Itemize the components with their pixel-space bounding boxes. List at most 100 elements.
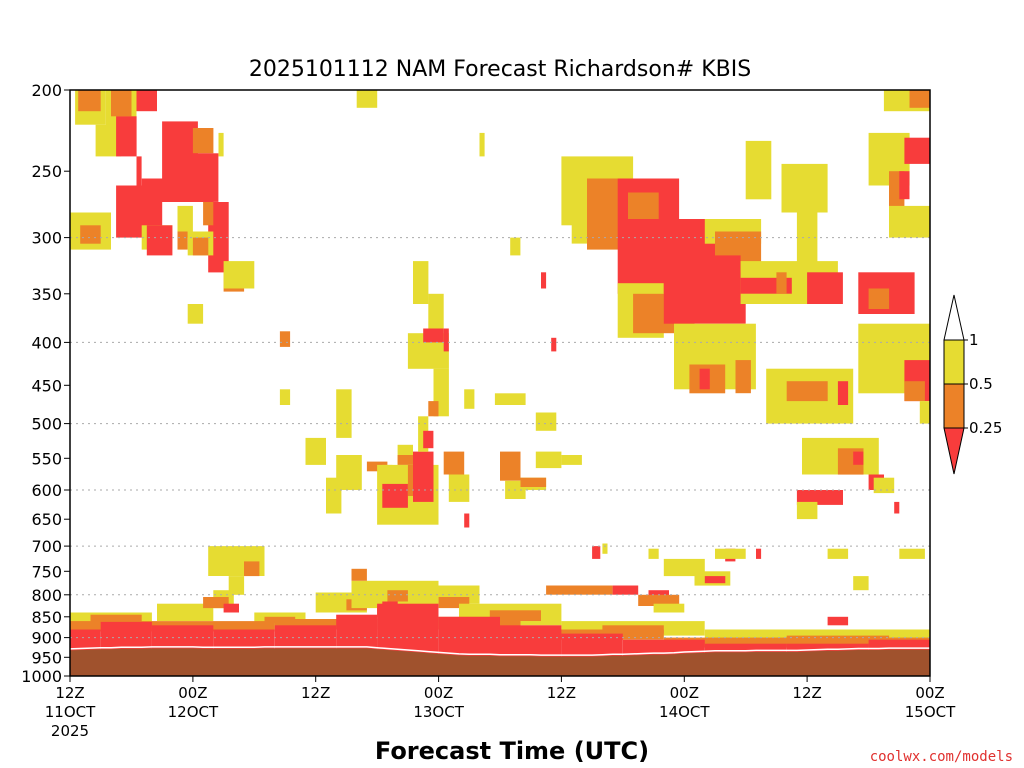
colorbar-legend: 1 0.5 0.25	[943, 294, 1002, 475]
ri-region-high-38	[413, 261, 429, 304]
y-tick-label-400: 400	[31, 333, 62, 352]
y-tick-label-650: 650	[31, 510, 62, 529]
ri-region-mid-25	[192, 237, 209, 256]
ri-region-high-22	[177, 205, 193, 238]
ri-region-low-44	[413, 451, 434, 502]
ri-region-low-122	[704, 576, 726, 584]
x-tick-label-48-1: 12Z	[547, 684, 576, 702]
ri-region-high-27	[187, 304, 204, 324]
chart-title: 2025101112 NAM Forecast Richardson# KBIS	[249, 57, 751, 82]
y-tick-label-350: 350	[31, 285, 62, 304]
ri-region-high-134	[157, 603, 214, 621]
ri-region-high-19	[223, 261, 255, 289]
ri-region-high-51	[448, 474, 470, 502]
y-tick-label-850: 850	[31, 608, 62, 627]
ri-region-high-110	[796, 501, 818, 520]
ri-region-low-21	[146, 225, 173, 256]
ri-region-low-52	[464, 513, 470, 528]
ri-region-high-142	[336, 455, 362, 490]
plot-frame	[69, 89, 931, 677]
ri-region-low-109	[796, 490, 843, 505]
ri-region-mid-92	[909, 90, 930, 108]
colorbar-label-2: 0.25	[969, 419, 1002, 437]
y-tick-label-950: 950	[31, 648, 62, 667]
ri-region-mid-23	[177, 231, 188, 250]
ri-region-low-136	[223, 603, 239, 613]
ri-region-high-127	[853, 576, 869, 591]
y-tick-label-600: 600	[31, 481, 62, 500]
ri-region-high-97	[889, 205, 930, 238]
ri-region-high-30	[305, 437, 326, 465]
ri-region-mid-153	[602, 625, 664, 634]
ri-region-high-125	[715, 548, 746, 559]
ri-region-high-62	[561, 455, 582, 465]
x-tick-label-60-1: 00Z	[670, 684, 699, 702]
ri-region-low-14	[187, 153, 219, 202]
ri-region-mid-89	[786, 381, 828, 402]
ri-region-low-124	[756, 548, 762, 559]
x-tick-label-0-3: 2025	[51, 722, 89, 740]
ri-region-high-54	[479, 132, 485, 157]
ri-region-high-87	[796, 212, 818, 267]
x-tick-label-12-2: 12OCT	[168, 703, 219, 721]
ri-region-high-67	[571, 212, 588, 244]
ri-region-low-95	[899, 171, 910, 200]
ri-region-low-10	[136, 156, 142, 186]
ri-region-high-85	[745, 140, 772, 200]
ri-region-mid-48	[428, 401, 439, 417]
y-tick-label-450: 450	[31, 376, 62, 395]
x-tick-label-36-2: 13OCT	[413, 703, 464, 721]
ri-region-high-103	[919, 401, 930, 424]
ri-region-high-63	[535, 412, 557, 431]
ri-region-high-31	[336, 389, 352, 438]
ri-region-mid-145	[351, 568, 367, 581]
ri-region-low-170	[438, 616, 500, 658]
ri-region-high-128	[899, 548, 925, 559]
ri-region-low-96	[904, 137, 930, 164]
ri-region-high-53	[464, 389, 475, 409]
ri-region-low-169	[377, 603, 439, 656]
y-tick-label-300: 300	[31, 229, 62, 248]
ri-region-low-106	[853, 451, 864, 465]
x-tick-label-0-2: 11OCT	[45, 703, 96, 721]
x-tick-label-84-2: 15OCT	[905, 703, 956, 721]
ri-region-high-29	[279, 389, 291, 405]
ri-region-low-49	[443, 328, 449, 352]
y-tick-label-750: 750	[31, 562, 62, 581]
ri-region-high-116	[653, 603, 685, 613]
ri-region-high-26	[356, 90, 378, 108]
ri-region-high-55	[510, 237, 521, 256]
colorbar-label-1: 0.5	[969, 375, 993, 393]
ri-region-low-111	[894, 501, 900, 514]
colorbar-top-arrow	[943, 294, 965, 341]
ri-region-low-118	[592, 546, 601, 559]
ri-region-low-64	[541, 272, 547, 289]
ri-region-mid-149	[438, 597, 470, 609]
ri-region-high-132	[228, 576, 245, 595]
plot-area	[69, 90, 930, 676]
y-tick-label-500: 500	[31, 415, 62, 434]
ri-region-mid-80	[735, 360, 751, 394]
ri-region-mid-60	[520, 477, 547, 487]
ri-region-low-83	[807, 272, 843, 304]
ri-region-low-8	[116, 116, 137, 157]
ri-region-low-6	[136, 90, 157, 112]
ri-region-mid-57	[500, 451, 521, 481]
x-tick-label-72-1: 12Z	[792, 684, 821, 702]
ri-region-high-56	[494, 393, 526, 405]
ri-region-high-126	[827, 548, 849, 559]
y-tick-label-1000: 1000	[21, 667, 62, 686]
ri-region-mid-146	[387, 590, 408, 602]
colorbar-bin-high	[943, 339, 965, 385]
ri-region-low-113	[612, 585, 639, 595]
x-tick-label-84-1: 00Z	[915, 684, 944, 702]
x-axis-title: Forecast Time (UTC)	[375, 737, 649, 765]
y-tick-label-800: 800	[31, 586, 62, 605]
y-tick-label-550: 550	[31, 449, 62, 468]
ri-region-mid-28	[279, 331, 291, 347]
ri-region-low-156	[827, 616, 849, 626]
ri-region-low-15	[208, 202, 229, 273]
ri-region-mid-50	[443, 451, 465, 475]
